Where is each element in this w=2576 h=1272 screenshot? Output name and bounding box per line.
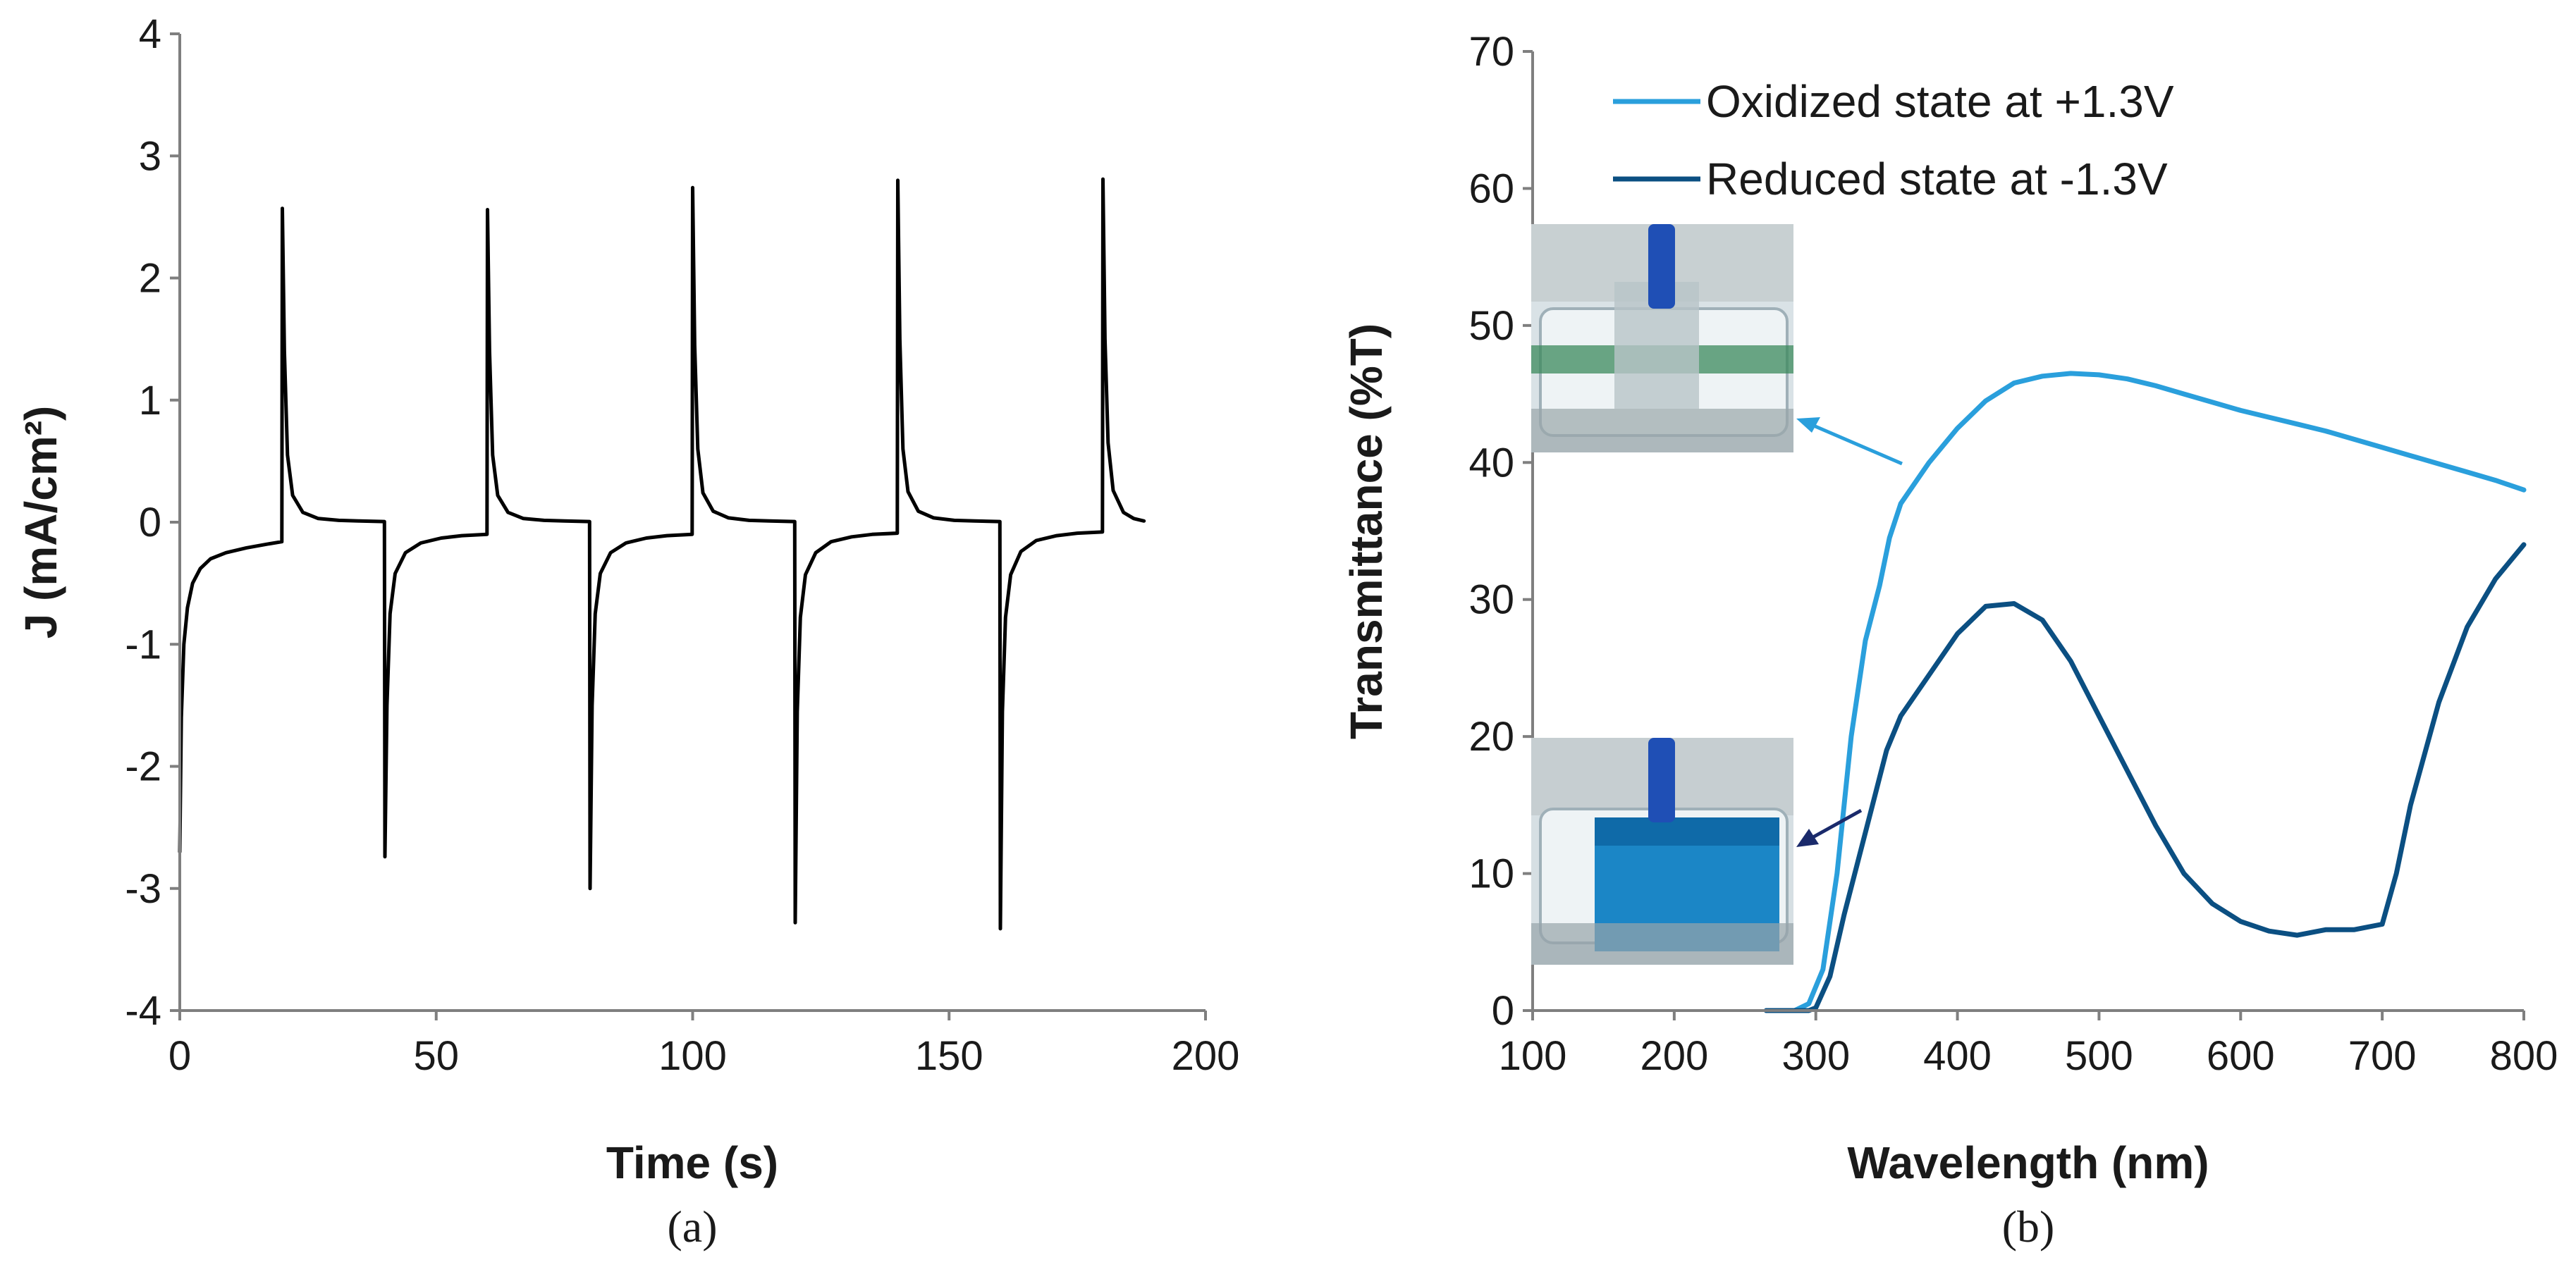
chart-b-panel-label: (b) (2002, 1202, 2055, 1252)
chart-1-x-tick-label: 500 (2065, 1033, 2133, 1079)
chart-1-y-tick-label: 60 (1468, 166, 1514, 211)
chart-1-y-tick-label: 0 (1492, 988, 1514, 1034)
chart-1-y-tick-label: 30 (1468, 577, 1514, 623)
chart-0-x-tick-label: 200 (1172, 1033, 1240, 1079)
chart-1-x-tick-label: 200 (1640, 1033, 1708, 1079)
chart-0-y-tick-label: -2 (125, 744, 161, 790)
chart-b-x-axis-title: Wavelength (nm) (1847, 1137, 2209, 1188)
reduced-photo-arrow (1796, 808, 1863, 847)
chart-0-x-tick-label: 50 (413, 1033, 459, 1079)
chart-0-x-tick-label: 100 (658, 1033, 727, 1079)
oxidized-sample-photo (1531, 224, 1793, 452)
oxidized-photo-arrow (1796, 417, 1903, 466)
chart-a-ticks: 0 50 100 150 200 -4 -3 -2 -1 0 1 2 3 4 (125, 11, 1239, 1079)
chart-1-x-tick-label: 800 (2490, 1033, 2558, 1079)
chart-1-y-tick-label: 20 (1468, 714, 1514, 760)
chart-0-y-tick-label: -3 (125, 866, 161, 912)
chart-1-x-tick-label: 100 (1499, 1033, 1567, 1079)
chart-b-y-axis-title: Transmittance (%T) (1341, 323, 1392, 739)
chart-0-y-tick-label: -4 (125, 988, 161, 1034)
chart-1-x-tick-label: 600 (2207, 1033, 2275, 1079)
chart-0-y-tick-label: 4 (139, 11, 161, 57)
chart-a: 0 50 100 150 200 -4 -3 -2 -1 0 1 2 3 4 Time (s) J (mA… (16, 11, 1239, 1252)
reduced-sample-photo (1531, 738, 1793, 965)
chart-1-y-tick-label: 70 (1468, 29, 1514, 75)
chart-a-panel-label: (a) (667, 1202, 717, 1252)
chart-0-y-tick-label: 0 (139, 500, 161, 545)
chart-a-x-axis-title: Time (s) (606, 1137, 778, 1188)
chart-b-ticks: 100 200 300 400 500 600 700 800 0 10 20 30 40 50 60 70 (1468, 29, 2558, 1079)
legend-label-oxidized: Oxidized state at +1.3V (1706, 76, 2174, 127)
chart-0-series-0-line (178, 177, 1146, 931)
chart-0-y-tick-label: 3 (139, 133, 161, 179)
chart-0-x-tick-label: 150 (915, 1033, 983, 1079)
chart-a-y-axis-title: J (mA/cm²) (16, 406, 66, 639)
chart-1-y-tick-label: 10 (1468, 851, 1514, 897)
chart-0-y-tick-label: 2 (139, 256, 161, 302)
chart-0-y-tick-label: -1 (125, 622, 161, 667)
chart-a-plot-area (178, 177, 1146, 931)
chart-0-y-tick-label: 1 (139, 378, 161, 424)
chart-1-x-tick-label: 300 (1781, 1033, 1850, 1079)
legend-item-oxidized: Oxidized state at +1.3V (1613, 76, 2174, 127)
chart-0-x-tick-label: 0 (168, 1033, 191, 1079)
chart-1-y-tick-label: 40 (1468, 440, 1514, 486)
chart-b-legend: Oxidized state at +1.3V Reduced state at… (1613, 76, 2174, 204)
chart-1-y-tick-label: 50 (1468, 303, 1514, 349)
chart-1-series-1-line (1763, 542, 2527, 1013)
chart-1-x-tick-label: 700 (2348, 1033, 2417, 1079)
chart-b-plot-area (1763, 371, 2527, 1013)
chart-1-x-tick-label: 400 (1923, 1033, 1992, 1079)
legend-item-reduced: Reduced state at -1.3V (1613, 154, 2168, 204)
chart-b: 100 200 300 400 500 600 700 800 0 10 20 30 40 50 60 70 (1341, 29, 2558, 1252)
chart-1-series-0-line (1763, 371, 2527, 1013)
legend-label-reduced: Reduced state at -1.3V (1706, 154, 2168, 204)
